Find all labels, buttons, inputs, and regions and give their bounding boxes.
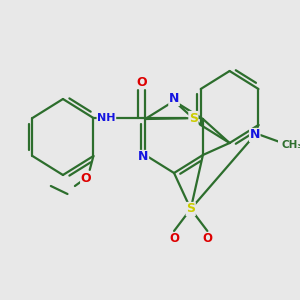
Text: O: O	[169, 232, 179, 245]
Text: N: N	[250, 128, 260, 142]
Text: N: N	[138, 151, 148, 164]
Text: S: S	[186, 202, 195, 215]
Text: O: O	[202, 232, 212, 245]
Text: NH: NH	[97, 113, 116, 123]
Text: S: S	[189, 112, 198, 124]
Text: CH₃: CH₃	[281, 140, 300, 150]
Text: N: N	[169, 92, 179, 106]
Text: O: O	[136, 76, 147, 88]
Text: O: O	[81, 172, 91, 184]
